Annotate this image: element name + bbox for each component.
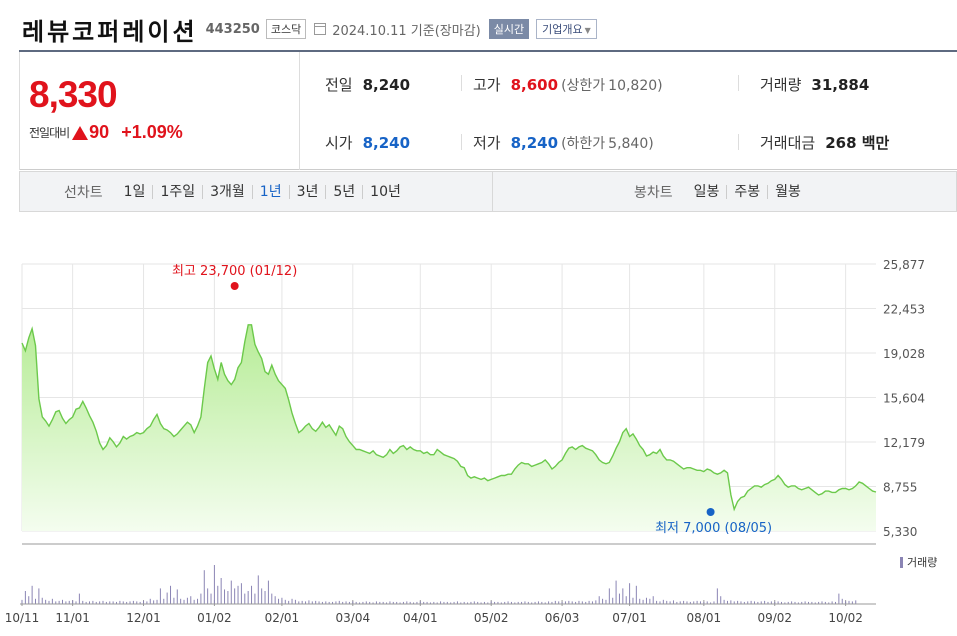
caret-down-icon: ▼: [584, 26, 591, 35]
header-divider: [19, 50, 957, 52]
volume-legend-label: 거래량: [907, 556, 938, 569]
lower-limit-label: (하한가: [561, 136, 606, 152]
volume-stat: 거래량 31,884: [760, 74, 869, 95]
change-percent: +1.09%: [121, 122, 183, 142]
y-tick-label: 25,877: [883, 258, 925, 272]
y-tick-label: 22,453: [883, 303, 925, 317]
stat-separator: [738, 134, 739, 150]
current-price: 8,330: [29, 74, 118, 115]
realtime-button[interactable]: 실시간: [488, 19, 530, 39]
high-label: 고가: [473, 76, 501, 94]
volume-swatch: [900, 556, 903, 568]
candle-chart-title: 봉차트: [634, 184, 673, 201]
prev-close-label: 전일: [325, 76, 353, 94]
x-tick-label: 06/03: [545, 611, 580, 625]
period-bar-divider: [492, 172, 493, 211]
max-label: 최고 23,700 (01/12): [172, 264, 297, 279]
stat-separator: [461, 75, 462, 91]
stock-header: 레뷰코퍼레이션 443250 코스닥 2024.10.11 기준(장마감) 실시…: [22, 12, 597, 46]
prev-close-value: 8,240: [362, 76, 411, 94]
candle-weekly[interactable]: 주봉: [727, 184, 769, 199]
upper-limit-value: 10,820): [608, 78, 663, 94]
x-tick-label: 08/01: [687, 611, 722, 625]
calendar-icon: [314, 23, 327, 35]
low-label: 저가: [473, 134, 501, 152]
prev-close-stat: 전일 8,240: [325, 74, 410, 95]
as-of-date: 2024.10.11 기준(장마감): [332, 23, 481, 39]
x-tick-label: 09/02: [757, 611, 792, 625]
y-tick-label: 12,179: [883, 436, 925, 450]
candle-chart-options: 봉차트 일봉 주봉 월봉: [634, 172, 808, 211]
price-line: [21, 324, 877, 512]
period-5y[interactable]: 5년: [326, 184, 364, 199]
max-marker: [230, 282, 239, 290]
line-chart-title: 선차트: [64, 184, 103, 201]
quote-summary: 8,330 전일대비 90 +1.09% 전일 8,240 시가 8,240 고…: [19, 52, 957, 170]
period-1d[interactable]: 1일: [117, 184, 154, 199]
min-marker: [706, 508, 715, 516]
market-badge: 코스닥: [265, 19, 307, 39]
amount-stat: 거래대금 268 백만: [760, 132, 889, 153]
line-chart-options: 선차트 1일 1주일 3개월 1년 3년 5년 10년: [64, 172, 408, 211]
up-triangle-icon: [72, 125, 89, 140]
x-tick-label: 03/04: [336, 611, 371, 625]
company-name: 레뷰코퍼레이션: [22, 17, 198, 46]
chart-period-bar: 선차트 1일 1주일 3개월 1년 3년 5년 10년 봉차트 일봉 주봉 월봉: [19, 171, 957, 212]
upper-limit-label: (상한가: [561, 78, 606, 94]
amount-value: 268 백만: [825, 134, 890, 152]
period-1y[interactable]: 1년: [253, 184, 290, 199]
candle-monthly[interactable]: 월봉: [775, 183, 801, 200]
change-amount: 90: [89, 122, 110, 142]
x-tick-label: 11/01: [55, 611, 90, 625]
y-tick-label: 19,028: [883, 347, 925, 361]
change-label: 전일대비: [29, 126, 70, 140]
volume-label: 거래량: [760, 76, 802, 94]
period-1w[interactable]: 1주일: [153, 184, 204, 199]
high-stat: 고가 8,600 (상한가 10,820): [473, 74, 663, 95]
price-box: 8,330 전일대비 90 +1.09%: [19, 52, 300, 170]
y-tick-label: 8,755: [883, 481, 917, 495]
open-stat: 시가 8,240: [325, 132, 410, 153]
period-10y[interactable]: 10년: [370, 183, 401, 200]
y-tick-label: 5,330: [883, 525, 917, 539]
amount-label: 거래대금: [760, 134, 816, 152]
low-stat: 저가 8,240 (하한가 5,840): [473, 132, 654, 153]
company-overview-label: 기업개요: [542, 23, 583, 36]
company-overview-dropdown[interactable]: 기업개요 ▼: [536, 19, 597, 39]
stat-separator: [738, 75, 739, 91]
candle-daily[interactable]: 일봉: [687, 184, 728, 199]
period-3y[interactable]: 3년: [290, 184, 327, 199]
open-label: 시가: [325, 134, 353, 152]
price-area: [22, 324, 876, 531]
open-value: 8,240: [362, 134, 411, 152]
period-3m[interactable]: 3개월: [203, 184, 253, 199]
x-tick-label: 05/02: [474, 611, 509, 625]
high-value: 8,600: [510, 76, 559, 94]
volume-legend: 거래량: [900, 554, 937, 570]
x-tick-label: 02/01: [265, 611, 300, 625]
x-tick-label: 04/01: [403, 611, 438, 625]
stat-separator: [461, 134, 462, 150]
x-tick-label: 12/01: [126, 611, 161, 625]
x-tick-label: 10/02: [828, 611, 863, 625]
lower-limit-value: 5,840): [608, 136, 654, 152]
stock-code: 443250: [205, 21, 260, 37]
x-tick-label: 07/01: [612, 611, 647, 625]
price-change: 전일대비 90 +1.09%: [29, 122, 183, 143]
x-tick-label: 10/11: [5, 611, 40, 625]
min-label: 최저 7,000 (08/05): [655, 521, 772, 536]
x-tick-label: 01/02: [197, 611, 232, 625]
low-value: 8,240: [510, 134, 559, 152]
y-tick-label: 15,604: [883, 392, 925, 406]
volume-value: 31,884: [811, 76, 870, 94]
